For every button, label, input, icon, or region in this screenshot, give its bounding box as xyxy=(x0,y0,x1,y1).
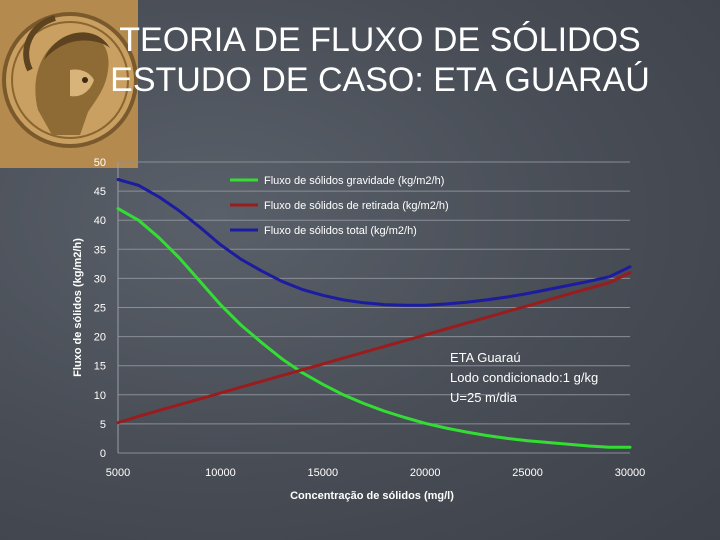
annotation-text: ETA Guaraú xyxy=(450,350,521,365)
title-line-1: TEORIA DE FLUXO DE SÓLIDOS xyxy=(119,21,641,59)
legend-entry: Fluxo de sólidos total (kg/m2/h) xyxy=(264,225,417,237)
x-tick-label: 30000 xyxy=(615,467,646,479)
y-tick-label: 40 xyxy=(94,215,106,227)
chart-grid xyxy=(117,161,630,454)
chart-legend: Fluxo de sólidos gravidade (kg/m2/h) Flux… xyxy=(230,175,449,237)
slide-title: TEORIA DE FLUXO DE SÓLIDOS ESTUDO DE CAS… xyxy=(100,20,660,100)
helmet-logo-icon xyxy=(0,0,138,168)
legend-entry: Fluxo de sólidos gravidade (kg/m2/h) xyxy=(264,175,444,187)
x-tick-labels: 5000 10000 15000 20000 25000 30000 xyxy=(106,467,646,479)
y-tick-label: 5 xyxy=(100,419,106,431)
annotation-text: Lodo condicionado:1 g/kg xyxy=(450,370,598,385)
y-axis-label: Fluxo de sólidos (kg/m2/h) xyxy=(72,238,84,377)
y-tick-label: 0 xyxy=(100,448,106,460)
x-tick-label: 10000 xyxy=(205,467,236,479)
y-tick-label: 25 xyxy=(94,303,106,315)
chart-annotations: ETA Guaraú Lodo condicionado:1 g/kg U=25 m… xyxy=(450,350,598,405)
legend-entry: Fluxo de sólidos de retirada (kg/m2/h) xyxy=(264,200,449,212)
x-tick-label: 20000 xyxy=(410,467,441,479)
annotation-text: U=25 m/dia xyxy=(450,390,518,405)
series-line-3 xyxy=(116,178,632,307)
y-tick-label: 45 xyxy=(94,186,106,198)
series-line-2 xyxy=(116,271,632,425)
y-tick-labels: 0 5 10 15 20 25 30 35 40 45 50 xyxy=(94,157,106,460)
y-tick-label: 15 xyxy=(94,361,106,373)
y-tick-label: 30 xyxy=(94,273,106,285)
y-tick-label: 35 xyxy=(94,244,106,256)
series-line-1 xyxy=(116,207,632,449)
x-tick-label: 15000 xyxy=(308,467,339,479)
x-tick-label: 25000 xyxy=(512,467,543,479)
x-tick-label: 5000 xyxy=(106,467,130,479)
x-axis-label: Concentração de sólidos (mg/l) xyxy=(290,490,454,502)
y-tick-label: 50 xyxy=(94,157,106,169)
chart-series xyxy=(116,178,632,449)
title-line-2: ESTUDO DE CASO: ETA GUARAÚ xyxy=(110,61,650,99)
y-tick-label: 10 xyxy=(94,390,106,402)
y-tick-label: 20 xyxy=(94,332,106,344)
